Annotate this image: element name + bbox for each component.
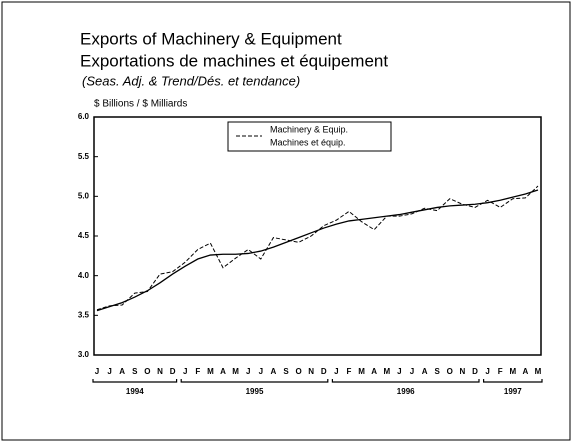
y-tick-label: 5.5 [78,152,90,161]
year-bracket [180,379,329,383]
legend-label-fr: Machines et équip. [270,137,346,147]
y-tick-label: 4.5 [78,231,90,240]
y-tick-label: 4.0 [78,271,90,280]
x-tick-label: J [183,367,187,376]
x-tick-label: O [144,367,150,376]
x-tick-label: S [435,367,441,376]
x-tick-label: D [321,367,327,376]
chart-subtitle: (Seas. Adj. & Trend/Dés. et tendance) [82,73,300,88]
x-tick-label: A [371,367,377,376]
x-tick-label: D [472,367,478,376]
y-tick-label: 3.5 [78,310,90,319]
year-label: 1994 [126,387,144,396]
x-tick-label: F [347,367,352,376]
series-line [96,189,539,312]
x-tick-label: M [232,367,239,376]
x-tick-label: N [308,367,314,376]
x-tick-label: M [535,367,542,376]
legend-label: Machinery & Equip. [270,124,348,134]
x-tick-label: A [523,367,529,376]
year-bracket [331,379,480,383]
x-tick-label: J [259,367,263,376]
x-tick-label: O [295,367,301,376]
y-tick-label: 3.0 [78,350,90,359]
y-axis-label: $ Billions / $ Milliards [94,99,187,110]
x-tick-label: J [485,367,489,376]
x-tick-label: M [383,367,390,376]
year-label: 1996 [397,387,415,396]
year-bracket [92,379,178,383]
x-tick-label: A [220,367,226,376]
x-tick-label: M [358,367,365,376]
x-tick-label: J [95,367,99,376]
x-tick-label: F [498,367,503,376]
x-tick-label: J [246,367,250,376]
plot-area [93,116,542,356]
x-tick-label: J [397,367,401,376]
year-label: 1995 [246,387,264,396]
x-tick-label: D [170,367,176,376]
y-tick-label: 6.0 [78,112,90,121]
x-tick-label: M [509,367,516,376]
x-tick-label: S [283,367,289,376]
x-tick-label: A [422,367,428,376]
year-bracket [483,379,543,383]
x-tick-label: N [157,367,163,376]
x-tick-label: M [207,367,214,376]
chart-title: Exports of Machinery & Equipment [80,29,342,48]
x-tick-label: J [107,367,111,376]
x-tick-label: N [460,367,466,376]
x-tick-label: A [119,367,125,376]
y-tick-label: 5.0 [78,191,90,200]
x-tick-label: S [132,367,138,376]
x-tick-label: F [195,367,200,376]
x-tick-label: A [271,367,277,376]
year-label: 1997 [504,387,522,396]
x-tick-label: O [447,367,453,376]
x-tick-label: J [410,367,414,376]
chart-title-fr: Exportations de machines et équipement [80,51,388,70]
x-tick-label: J [334,367,338,376]
